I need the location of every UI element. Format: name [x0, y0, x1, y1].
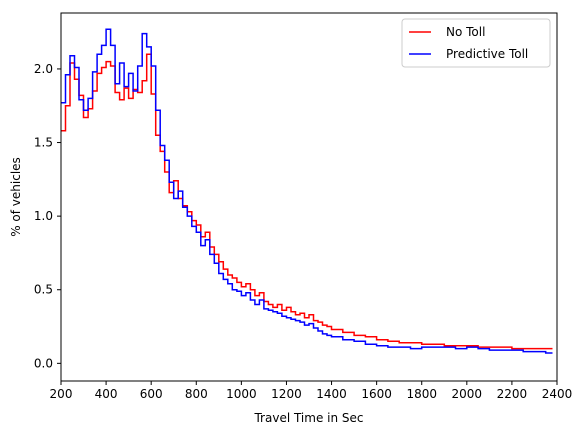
y-tick-label: 0.0 — [34, 356, 53, 370]
x-tick-label: 1400 — [316, 387, 347, 401]
series-line-predictive-toll — [61, 28, 553, 354]
x-tick-label: 1800 — [406, 387, 437, 401]
y-tick-label: 0.5 — [34, 283, 53, 297]
legend-label-no-toll: No Toll — [446, 25, 485, 39]
y-tick-label: 1.0 — [34, 209, 53, 223]
plot-frame — [60, 12, 558, 382]
y-axis-label: % of vehicles — [9, 157, 23, 237]
x-axis-ticks: 200 400 600 800 1000 1200 1400 1600 1800 2000 2200… — [50, 381, 573, 401]
plot-series-group — [61, 28, 553, 354]
series-line-no-toll — [61, 53, 553, 350]
x-tick-label: 600 — [140, 387, 163, 401]
x-tick-label: 800 — [185, 387, 208, 401]
x-tick-label: 1200 — [271, 387, 302, 401]
y-tick-label: 2.0 — [34, 62, 53, 76]
y-tick-label: 1.5 — [34, 136, 53, 150]
legend: No Toll Predictive Toll — [401, 18, 551, 68]
legend-box — [401, 18, 551, 68]
x-tick-label: 400 — [95, 387, 118, 401]
legend-label-predictive-toll: Predictive Toll — [446, 47, 528, 61]
x-tick-label: 2000 — [452, 387, 483, 401]
x-axis-label: Travel Time in Sec — [253, 411, 363, 425]
x-tick-label: 1600 — [361, 387, 392, 401]
x-tick-label: 2400 — [542, 387, 573, 401]
y-axis-ticks: 0.0 0.5 1.0 1.5 2.0 — [34, 62, 61, 370]
x-tick-label: 1000 — [226, 387, 257, 401]
x-tick-label: 200 — [50, 387, 73, 401]
x-tick-label: 2200 — [497, 387, 528, 401]
